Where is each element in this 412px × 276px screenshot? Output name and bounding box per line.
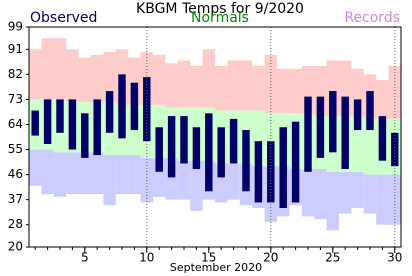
- record-low-band: [351, 171, 364, 209]
- y-tick-label: 82: [8, 67, 23, 81]
- observed-bar: [391, 132, 399, 167]
- record-low-band: [190, 160, 203, 211]
- record-high-band: [190, 65, 203, 108]
- x-tick-label: 30: [387, 251, 402, 265]
- observed-bar: [68, 99, 77, 150]
- observed-bar: [118, 74, 126, 139]
- normal-band: [363, 118, 377, 175]
- x-tick-label: 15: [201, 251, 216, 265]
- y-tick-label: 46: [8, 167, 23, 181]
- observed-bar: [192, 127, 201, 170]
- y-tick-label: 99: [8, 20, 23, 34]
- observed-bar: [291, 121, 300, 203]
- observed-bar: [353, 99, 362, 131]
- record-low-band: [53, 152, 67, 197]
- record-high-band: [202, 49, 215, 108]
- observed-bar: [56, 99, 64, 133]
- observed-bar: [180, 116, 188, 164]
- record-low-band: [29, 149, 42, 186]
- record-high-band: [252, 65, 265, 111]
- plot-frame: [28, 26, 402, 248]
- legend-label: Normals: [191, 10, 249, 26]
- observed-bar: [130, 82, 139, 131]
- record-high-band: [29, 49, 42, 100]
- observed-bar: [378, 116, 387, 161]
- record-low-band: [326, 171, 339, 231]
- observed-bar: [254, 141, 263, 203]
- record-low-band: [301, 169, 315, 217]
- record-low-band: [314, 169, 327, 220]
- observed-bar: [217, 127, 225, 178]
- record-low-band: [41, 149, 54, 195]
- record-low-band: [66, 152, 79, 195]
- record-low-band: [78, 152, 91, 195]
- y-tick-label: 55: [8, 142, 23, 156]
- record-low-band: [115, 155, 129, 195]
- observed-bar: [279, 127, 287, 209]
- record-low-band: [388, 174, 401, 225]
- observed-bar: [316, 96, 325, 158]
- y-tick-label: 91: [8, 42, 23, 56]
- observed-bar: [329, 91, 337, 153]
- x-tick-label: 5: [81, 251, 89, 265]
- y-tick-label: 20: [8, 240, 23, 254]
- record-high-band: [388, 65, 401, 119]
- y-tick-label: 64: [8, 117, 23, 131]
- legend-label: Records: [344, 10, 400, 26]
- record-low-band: [339, 171, 352, 214]
- record-high-band: [239, 60, 253, 111]
- record-low-band: [128, 155, 141, 195]
- record-high-band: [215, 65, 228, 111]
- y-tick-label: 28: [8, 217, 23, 231]
- record-high-band: [277, 68, 290, 114]
- record-high-band: [66, 49, 79, 103]
- observed-bar: [229, 118, 238, 164]
- record-high-band: [165, 63, 178, 108]
- y-tick-label: 73: [8, 92, 23, 106]
- x-tick-label: 20: [263, 251, 278, 265]
- x-axis-label: September 2020: [170, 261, 262, 274]
- observed-bar: [366, 91, 374, 131]
- record-low-band: [177, 160, 191, 200]
- legend-label: Observed: [30, 10, 97, 26]
- record-high-band: [289, 68, 302, 114]
- observed-bar: [205, 113, 213, 192]
- x-tick-label: 10: [139, 251, 154, 265]
- record-high-band: [91, 54, 104, 103]
- record-high-band: [53, 38, 67, 100]
- record-high-band: [227, 60, 240, 111]
- record-high-band: [103, 52, 116, 103]
- chart-title: KBGM Temps for 9/2020: [136, 1, 304, 17]
- record-high-band: [78, 57, 91, 103]
- x-tick-label: 25: [325, 251, 340, 265]
- observed-bar: [242, 130, 250, 192]
- record-low-band: [376, 174, 389, 225]
- record-low-band: [103, 155, 116, 206]
- record-low-band: [227, 163, 240, 200]
- observed-bar: [81, 113, 89, 158]
- observed-bar: [341, 96, 349, 170]
- y-tick-label: 37: [8, 192, 23, 206]
- record-low-band: [363, 174, 377, 214]
- observed-bar: [93, 99, 101, 156]
- record-high-band: [41, 38, 54, 100]
- observed-bar: [143, 77, 151, 142]
- record-high-band: [153, 54, 166, 105]
- record-high-band: [376, 79, 389, 119]
- observed-bar: [167, 116, 176, 178]
- observed-bar: [304, 96, 312, 172]
- observed-bar: [105, 91, 114, 133]
- record-high-band: [177, 60, 191, 108]
- observed-bar: [31, 110, 39, 136]
- record-low-band: [91, 152, 104, 195]
- observed-bar: [43, 99, 52, 144]
- observed-bar: [155, 127, 163, 172]
